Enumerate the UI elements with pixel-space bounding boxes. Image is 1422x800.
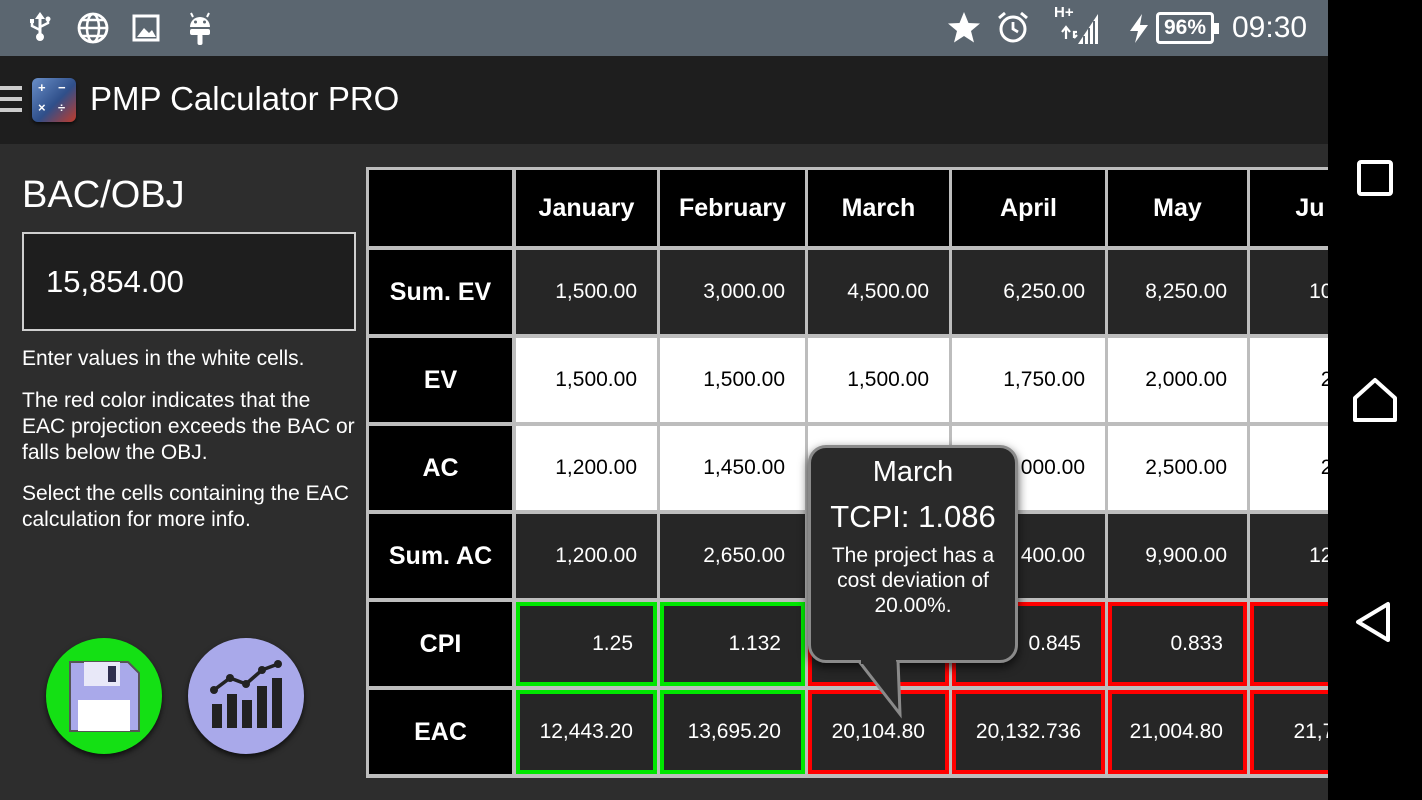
table-cell: 2,650.00 <box>660 514 805 598</box>
column-header: January <box>516 170 657 246</box>
globe-icon <box>77 12 109 44</box>
column-header: April <box>952 170 1105 246</box>
table-cell[interactable]: 20,132.736 <box>952 690 1105 774</box>
app-logo[interactable]: + − × ÷ <box>32 78 76 122</box>
menu-icon[interactable] <box>0 86 22 114</box>
table-cell: 8,250.00 <box>1108 250 1247 334</box>
bac-input[interactable]: 15,854.00 <box>22 232 356 331</box>
table-cell[interactable]: 1,450.00 <box>660 426 805 510</box>
tooltip-message: The project has a cost deviation of 20.0… <box>831 544 995 617</box>
table-cell: 1.132 <box>660 602 805 686</box>
chart-button[interactable] <box>188 638 304 754</box>
column-header: March <box>808 170 949 246</box>
row-label: Sum. EV <box>369 250 512 334</box>
table-cell[interactable]: 20,104.80 <box>808 690 949 774</box>
table-cell: 1.25 <box>516 602 657 686</box>
alarm-icon <box>998 11 1028 43</box>
column-header: May <box>1108 170 1247 246</box>
image-icon <box>132 14 160 42</box>
table-cell: 1,200.00 <box>516 514 657 598</box>
table-cell: 10,2 <box>1250 250 1328 334</box>
table-corner <box>369 170 512 246</box>
save-button[interactable] <box>46 638 162 754</box>
table-cell[interactable]: 21,004.80 <box>1108 690 1247 774</box>
usb-icon <box>30 12 51 41</box>
table-cell: 6,250.00 <box>952 250 1105 334</box>
network-type-label: H+ <box>1054 4 1074 21</box>
tooltip-title: March <box>872 456 954 488</box>
table-cell[interactable]: 1,750.00 <box>952 338 1105 422</box>
table-cell: 1,500.00 <box>516 250 657 334</box>
table-cell <box>1250 602 1328 686</box>
table-cell[interactable]: 1,500.00 <box>660 338 805 422</box>
table-cell: 12,4 <box>1250 514 1328 598</box>
home-icon[interactable] <box>1350 375 1400 425</box>
tcpi-tooltip[interactable]: March TCPI: 1.086 The project has a cost… <box>808 445 1018 663</box>
column-header: Ju <box>1250 170 1328 246</box>
tooltip-pointer <box>858 660 902 719</box>
app-title: PMP Calculator PRO <box>90 80 400 117</box>
back-icon[interactable] <box>1350 597 1400 647</box>
charging-icon <box>1130 14 1148 43</box>
tooltip-metric: TCPI: 1.086 <box>830 499 996 534</box>
star-icon <box>948 12 980 43</box>
navigation-bar <box>1328 0 1422 800</box>
table-cell[interactable]: 12,443.20 <box>516 690 657 774</box>
floppy-disk-icon <box>69 661 140 732</box>
signal-icon <box>1061 14 1098 44</box>
table-cell: 0.833 <box>1108 602 1247 686</box>
column-header: February <box>660 170 805 246</box>
table-cell[interactable]: 2,0 <box>1250 338 1328 422</box>
app-bar: + − × ÷ PMP Calculator PRO <box>0 56 1328 144</box>
line-chart-icon <box>210 660 282 728</box>
clock: 09:30 <box>1232 11 1308 44</box>
table-cell[interactable]: 2,000.00 <box>1108 338 1247 422</box>
table-cell: 3,000.00 <box>660 250 805 334</box>
recents-icon[interactable] <box>1350 153 1400 203</box>
table-cell: 4,500.00 <box>808 250 949 334</box>
help-text-select: Select the cells containing the EAC calc… <box>22 482 349 531</box>
table-cell: 9,900.00 <box>1108 514 1247 598</box>
row-label: EV <box>369 338 512 422</box>
table-cell[interactable]: 13,695.20 <box>660 690 805 774</box>
table-cell[interactable]: 1,200.00 <box>516 426 657 510</box>
status-bar: H+ 96% 09:30 <box>0 0 1328 56</box>
help-text-enter: Enter values in the white cells. <box>22 347 305 370</box>
table-cell[interactable]: 2,500.00 <box>1108 426 1247 510</box>
battery-indicator: 96% <box>1156 12 1219 44</box>
row-label: Sum. AC <box>369 514 512 598</box>
row-label: EAC <box>369 690 512 774</box>
table-cell[interactable]: 21,78 <box>1250 690 1328 774</box>
help-text-red: The red color indicates that the EAC pro… <box>22 389 355 464</box>
row-label: AC <box>369 426 512 510</box>
table-cell[interactable]: 1,500.00 <box>516 338 657 422</box>
table-cell[interactable]: 2,5 <box>1250 426 1328 510</box>
row-label: CPI <box>369 602 512 686</box>
android-icon <box>190 12 210 45</box>
table-cell[interactable]: 1,500.00 <box>808 338 949 422</box>
bac-label: BAC/OBJ <box>22 174 185 216</box>
